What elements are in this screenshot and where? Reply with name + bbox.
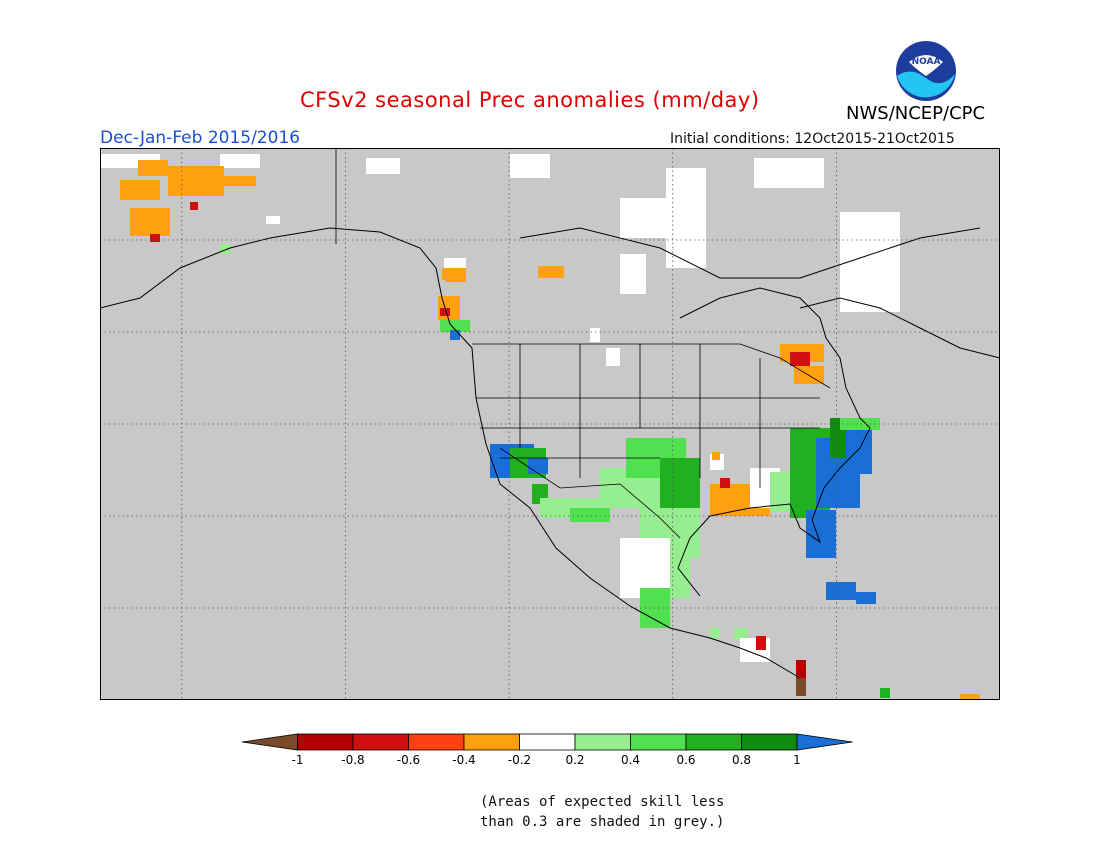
anomaly-patch bbox=[120, 180, 160, 200]
anomaly-patch bbox=[790, 352, 810, 366]
anomaly-patch bbox=[796, 678, 806, 696]
anomaly-patch bbox=[440, 320, 470, 332]
colorbar-tick-label: 0.4 bbox=[621, 753, 640, 767]
season-label: Dec-Jan-Feb 2015/2016 bbox=[100, 128, 301, 148]
anomaly-patch bbox=[620, 198, 670, 238]
anomaly-patch bbox=[224, 176, 256, 186]
colorbar-swatch bbox=[463, 733, 520, 751]
anomaly-patch bbox=[796, 660, 806, 680]
anomaly-patch bbox=[606, 348, 620, 366]
colorbar-tick-label: 0.6 bbox=[676, 753, 695, 767]
anomaly-patch bbox=[130, 208, 170, 236]
anomaly-patch bbox=[590, 328, 600, 342]
anomaly-patch bbox=[190, 202, 198, 210]
coastline-east bbox=[677, 287, 871, 597]
colorbar-swatch bbox=[574, 733, 631, 751]
skill-note-line2: than 0.3 are shaded in grey.) bbox=[480, 814, 725, 830]
noaa-logo: NOAA bbox=[896, 41, 956, 101]
colorbar: -1 -0.8 -0.6 -0.4 -0.2 0.2 0.4 0.6 0.8 1 bbox=[241, 733, 853, 767]
anomaly-patch bbox=[168, 166, 224, 196]
initial-conditions-label: Initial conditions: 12Oct2015-21Oct2015 bbox=[670, 131, 955, 147]
anomaly-patch bbox=[806, 510, 836, 558]
graticule bbox=[100, 148, 1000, 700]
anomaly-patch bbox=[734, 628, 748, 640]
anomaly-patch bbox=[138, 160, 168, 176]
colorbar-swatch bbox=[519, 733, 576, 751]
colorbar-swatch bbox=[630, 733, 687, 751]
us-mexico-border bbox=[499, 447, 681, 539]
anomaly-patch bbox=[756, 636, 766, 650]
colorbar-boxes bbox=[241, 733, 853, 751]
colorbar-tick-label: -0.2 bbox=[508, 753, 531, 767]
anomaly-patch bbox=[880, 688, 890, 698]
anomaly-patch bbox=[450, 330, 460, 340]
anomaly-patch bbox=[620, 254, 646, 294]
anomaly-patch bbox=[840, 212, 900, 312]
anomaly-patch bbox=[442, 268, 452, 280]
anomaly-patch bbox=[856, 592, 876, 604]
anomaly-patch bbox=[720, 478, 730, 488]
colorbar-tick-label: -1 bbox=[292, 753, 304, 767]
anomaly-patch bbox=[266, 216, 280, 224]
anomaly-patch bbox=[710, 628, 720, 638]
state-lines-ns bbox=[519, 344, 761, 488]
colorbar-tick-label: 1 bbox=[793, 753, 801, 767]
anomaly-patch bbox=[220, 244, 230, 254]
anomaly-patch bbox=[444, 258, 466, 268]
state-lines-ew bbox=[476, 397, 820, 459]
colorbar-swatch bbox=[352, 733, 409, 751]
anomaly-patch bbox=[150, 234, 160, 242]
colorbar-tick-label: -0.4 bbox=[452, 753, 475, 767]
anomaly-patch bbox=[960, 694, 980, 700]
anomaly-patch bbox=[754, 158, 824, 188]
agency-label: NWS/NCEP/CPC bbox=[846, 103, 986, 124]
anomaly-patch bbox=[826, 582, 856, 600]
colorbar-tick-label: -0.8 bbox=[341, 753, 364, 767]
anomaly-layer bbox=[100, 154, 980, 700]
colorbar-swatch bbox=[685, 733, 742, 751]
colorbar-tick-label: 0.2 bbox=[565, 753, 584, 767]
anomaly-patch bbox=[510, 154, 550, 178]
logo-text: NOAA bbox=[912, 57, 941, 67]
colorbar-swatch bbox=[408, 733, 465, 751]
us-canada-border bbox=[472, 343, 831, 389]
coastline-arctic bbox=[519, 227, 981, 279]
colorbar-swatch bbox=[796, 733, 853, 751]
chart-title: CFSv2 seasonal Prec anomalies (mm/day) bbox=[300, 88, 760, 112]
colorbar-tick-label: -0.6 bbox=[397, 753, 420, 767]
anomaly-patch bbox=[570, 508, 610, 522]
colorbar-swatch bbox=[241, 733, 298, 751]
skill-note-line1: (Areas of expected skill less bbox=[480, 794, 725, 810]
coastline-canada-east bbox=[799, 297, 1000, 359]
anomaly-patch bbox=[440, 308, 450, 316]
colorbar-tick-labels: -1 -0.8 -0.6 -0.4 -0.2 0.2 0.4 0.6 0.8 1 bbox=[292, 753, 801, 767]
anomaly-patch bbox=[528, 458, 548, 474]
anomaly-patch bbox=[670, 558, 690, 598]
precip-anomaly-map: 70N60N50N40N30N20N10N 160W140W120W100W80… bbox=[100, 148, 1000, 700]
anomaly-patch bbox=[666, 168, 706, 268]
anomaly-patch bbox=[220, 154, 260, 168]
political-boundaries bbox=[335, 148, 831, 539]
anomaly-patch bbox=[538, 266, 564, 278]
anomaly-patch bbox=[366, 158, 400, 174]
colorbar-tick-label: 0.8 bbox=[732, 753, 751, 767]
anomaly-patch bbox=[712, 452, 720, 460]
anomaly-patch bbox=[840, 418, 880, 430]
skill-note: (Areas of expected skill less than 0.3 a… bbox=[480, 792, 724, 832]
colorbar-swatch bbox=[741, 733, 798, 751]
colorbar-swatch bbox=[297, 733, 354, 751]
